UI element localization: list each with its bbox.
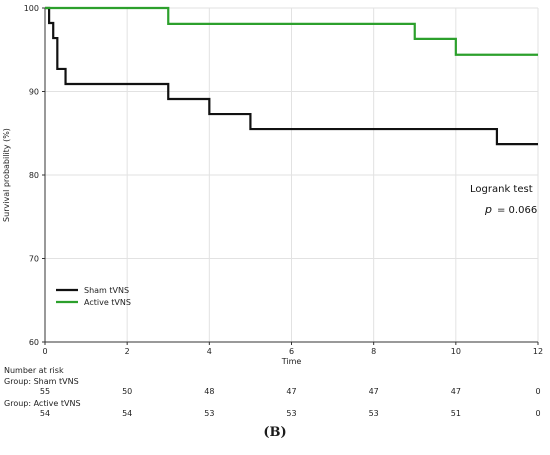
legend-label: Sham tVNS xyxy=(84,286,129,295)
figure-caption: (B) xyxy=(263,425,287,440)
risk-count: 47 xyxy=(369,387,379,396)
risk-group-label: Group: Active tVNS xyxy=(4,399,81,408)
risk-count: 55 xyxy=(40,387,50,396)
km-survival-chart: 60 70 80 90 100 0 2 4 6 8 10 12 Survival probabili… xyxy=(2,4,543,418)
y-axis-label: Survival probability (%) xyxy=(2,128,11,222)
legend: Sham tVNS Active tVNS xyxy=(56,286,131,307)
risk-count: 54 xyxy=(122,409,132,418)
y-tick-label: 70 xyxy=(29,255,39,264)
risk-count: 53 xyxy=(369,409,379,418)
risk-count: 50 xyxy=(122,387,132,396)
risk-group-label: Group: Sham tVNS xyxy=(4,377,79,386)
series-line-active xyxy=(45,6,538,56)
survival-series xyxy=(45,6,538,146)
x-tick-label: 4 xyxy=(207,347,212,356)
risk-count: 47 xyxy=(451,387,461,396)
x-tick-label: 6 xyxy=(289,347,294,356)
x-tick-label: 2 xyxy=(125,347,130,356)
x-tick-label: 8 xyxy=(371,347,376,356)
y-tick-label: 60 xyxy=(29,338,39,347)
logrank-label: Logrank test xyxy=(470,184,533,195)
y-tick-label: 100 xyxy=(24,4,39,13)
x-axis-label: Time xyxy=(281,357,302,366)
series-line-sham xyxy=(45,6,538,146)
y-tick-label: 80 xyxy=(29,171,39,180)
p-value: = 0.066 xyxy=(497,205,537,216)
p-symbol: p xyxy=(484,203,492,216)
risk-count: 47 xyxy=(286,387,296,396)
risk-count: 0 xyxy=(535,387,540,396)
risk-count: 48 xyxy=(204,387,214,396)
risk-count: 53 xyxy=(204,409,214,418)
risk-count: 53 xyxy=(286,409,296,418)
y-tick-label: 90 xyxy=(29,88,39,97)
x-tick-label: 12 xyxy=(533,347,543,356)
risk-table-title: Number at risk xyxy=(4,366,64,375)
y-tick-labels: 60 70 80 90 100 xyxy=(24,4,45,347)
x-tick-labels: 0 2 4 6 8 10 12 xyxy=(42,342,543,356)
risk-count: 51 xyxy=(451,409,461,418)
x-tick-label: 0 xyxy=(42,347,47,356)
x-tick-label: 10 xyxy=(451,347,461,356)
risk-count: 54 xyxy=(40,409,50,418)
legend-label: Active tVNS xyxy=(84,298,131,307)
risk-count: 0 xyxy=(535,409,540,418)
